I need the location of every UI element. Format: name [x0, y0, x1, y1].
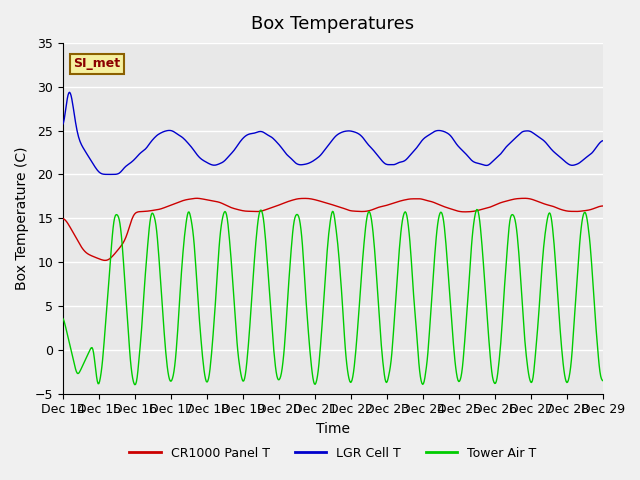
X-axis label: Time: Time [316, 422, 350, 436]
Y-axis label: Box Temperature (C): Box Temperature (C) [15, 146, 29, 290]
Legend: CR1000 Panel T, LGR Cell T, Tower Air T: CR1000 Panel T, LGR Cell T, Tower Air T [125, 442, 541, 465]
Text: SI_met: SI_met [74, 58, 121, 71]
Title: Box Temperatures: Box Temperatures [252, 15, 415, 33]
